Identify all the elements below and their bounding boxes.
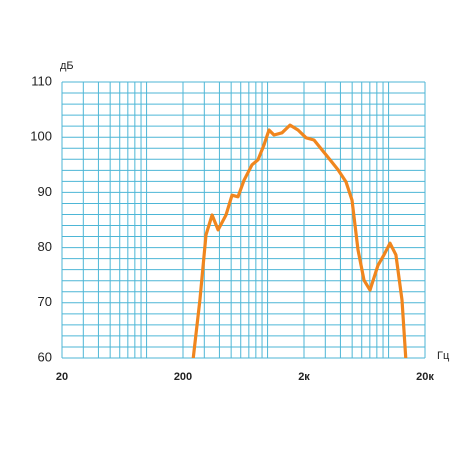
y-tick-label: 60 (38, 349, 52, 364)
y-tick-label: 70 (38, 294, 52, 309)
y-tick-label: 90 (38, 184, 52, 199)
y-tick-label: 110 (31, 73, 52, 88)
x-axis-label: Гц (437, 350, 450, 362)
y-axis-label: дБ (60, 60, 74, 72)
response-curve (191, 123, 408, 358)
y-tick-label: 100 (30, 129, 52, 144)
x-tick-label: 20 (56, 371, 68, 383)
x-tick-label: 20к (416, 371, 434, 383)
y-tick-label: 80 (38, 239, 52, 254)
x-tick-label: 2к (298, 371, 310, 383)
x-tick-label: 200 (174, 371, 192, 383)
